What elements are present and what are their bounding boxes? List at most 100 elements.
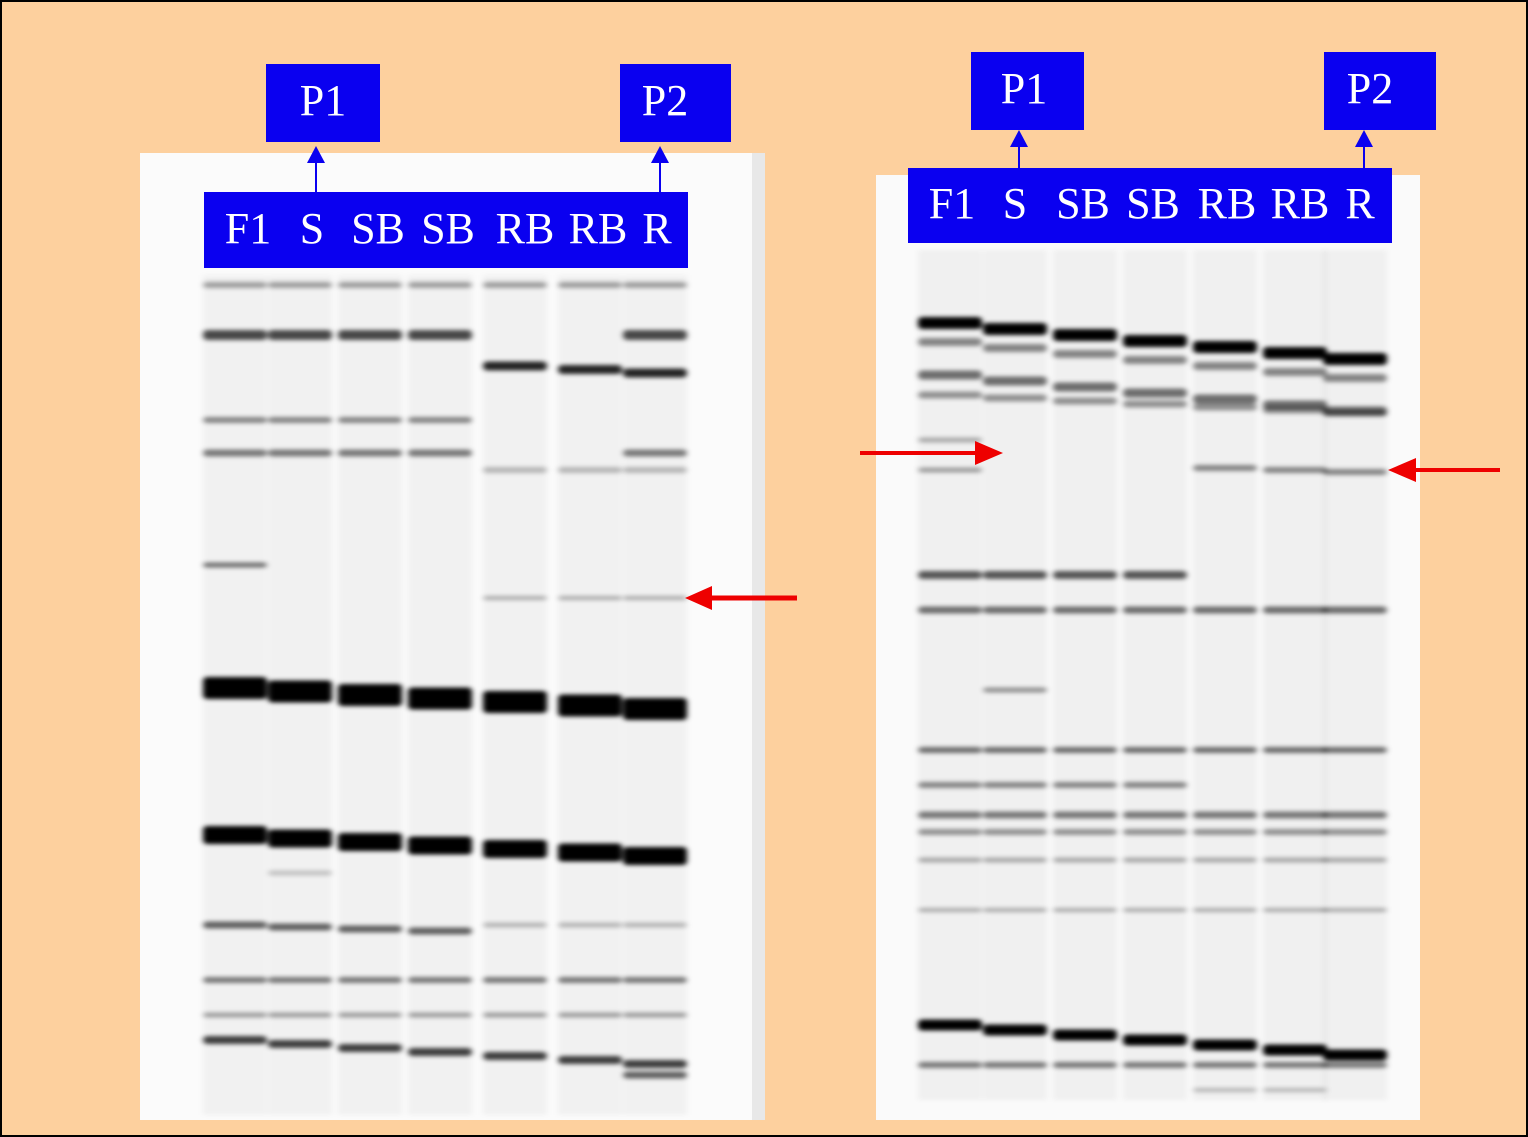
gel-band [203,1012,267,1018]
gel-band [1123,829,1187,835]
gel-band [408,977,472,983]
gel-band [1123,388,1187,398]
gel-band [918,1019,982,1031]
gel-band [338,977,402,983]
gel-band [483,1012,547,1018]
gel-band [1123,1034,1187,1046]
gel-band [1053,606,1117,614]
lane-label: RB [1198,179,1257,228]
gel-band [623,449,687,457]
gel-band [1053,329,1117,341]
gel-band [918,829,982,835]
gel-band [558,694,622,717]
gel-band [983,908,1047,912]
gel-band [268,680,332,703]
lane-label: R [642,204,672,253]
gel-band [1053,1062,1117,1068]
gel-band [203,826,267,844]
gel-band [1263,857,1327,863]
gel-band [1193,465,1257,471]
pointer-head [651,146,669,163]
probe-box [266,64,380,142]
lane-smear [1193,250,1257,1100]
gel-band [983,811,1047,819]
gel-band [268,417,332,423]
gel-band [483,922,547,928]
gel-band [338,833,402,851]
gel-band [1123,571,1187,579]
gel-band [1263,406,1327,414]
gel-band [1193,1039,1257,1051]
lane-label-box [204,192,688,268]
gel-band [268,977,332,983]
gel-band [918,391,982,399]
gel-band [623,847,687,865]
gel-band [1263,368,1327,376]
lane-label: RB [496,204,555,253]
lane-label: SB [351,204,405,253]
gel-band [338,417,402,423]
gel-band [1123,811,1187,819]
lane-label: S [1003,179,1027,228]
gel-band [1193,1088,1257,1092]
gel-band [203,977,267,983]
gel-band [1123,606,1187,614]
gel-band [558,596,622,600]
gel-bands [918,250,1387,1100]
gel-band [1323,606,1387,614]
gel-band [338,449,402,457]
gel-band [983,606,1047,614]
gel-band [1263,1062,1327,1068]
lane-label: RB [569,204,628,253]
lane-label: SB [421,204,475,253]
gel-band [483,467,547,473]
gel-band [918,747,982,753]
gel-band [1193,362,1257,370]
gel-band [408,330,472,340]
gel-band [1263,467,1327,473]
gel-band [623,1071,687,1079]
gel-band [918,467,982,473]
gel-band [1263,908,1327,912]
lane-label: S [300,204,324,253]
gel-band [983,782,1047,788]
gel-band [408,927,472,935]
gel-band [1263,606,1327,614]
probe-label: P2 [1347,64,1393,113]
gel-band [1193,829,1257,835]
gel-band [203,417,267,423]
gel-band [268,1012,332,1018]
gel-band [983,394,1047,402]
gel-band [983,857,1047,863]
gel-band [918,571,982,579]
gel-band [558,365,622,374]
pointer-head [307,146,325,163]
gel-band [918,857,982,863]
gel-band [1323,353,1387,365]
gel-band [1263,811,1327,819]
gel-band [1123,1062,1187,1068]
gel-band [483,840,547,858]
gel-band [203,562,267,568]
gel-band [623,922,687,928]
gel-band [408,417,472,423]
gel-band [1323,1062,1387,1068]
gel-band [1053,1029,1117,1041]
gel-band [1263,1088,1327,1092]
gel-band [1193,747,1257,753]
gel-band [1193,908,1257,912]
lane-label: F1 [929,179,975,228]
gel-band [558,922,622,928]
gel-band [268,1040,332,1048]
gel-band [268,449,332,457]
gel-band [983,323,1047,335]
gel-band [1123,857,1187,863]
gel-band [918,782,982,788]
gel-band [558,1056,622,1064]
gel-band [1193,341,1257,353]
gel-band [408,1012,472,1018]
gel-band [918,606,982,614]
probe-label: P1 [300,76,346,125]
gel-band [558,282,622,288]
gel-band [1053,829,1117,835]
